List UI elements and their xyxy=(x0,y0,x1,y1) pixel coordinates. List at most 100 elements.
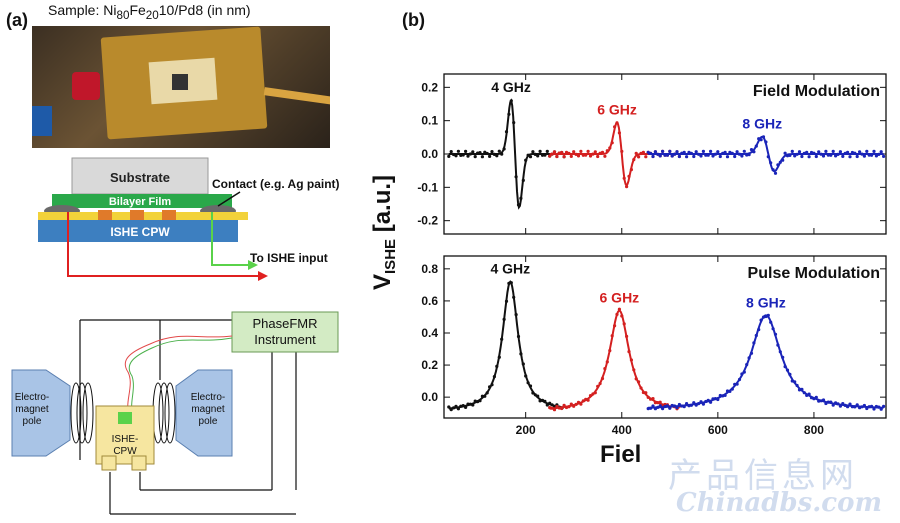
data-point xyxy=(574,152,578,156)
x-tick-label: 200 xyxy=(516,423,536,437)
data-point xyxy=(778,350,782,354)
data-point xyxy=(502,317,506,321)
data-point xyxy=(617,131,622,135)
data-point xyxy=(646,150,650,154)
data-point xyxy=(466,154,470,158)
data-point xyxy=(685,155,689,159)
data-point xyxy=(524,158,528,162)
data-point xyxy=(615,312,619,316)
data-point xyxy=(853,405,857,409)
data-point xyxy=(637,380,641,384)
y-tick-label: -0.2 xyxy=(417,214,438,228)
data-point xyxy=(711,397,715,401)
data-point xyxy=(766,155,770,159)
y-tick-label: 0.1 xyxy=(421,114,438,128)
data-point xyxy=(627,350,631,354)
data-point xyxy=(793,380,797,384)
data-point xyxy=(764,140,768,144)
data-point xyxy=(723,393,727,397)
data-point xyxy=(812,151,816,155)
data-point xyxy=(473,399,477,403)
contact-label: Contact (e.g. Ag paint) xyxy=(212,177,340,191)
data-point xyxy=(550,406,554,410)
data-point xyxy=(625,185,629,189)
data-point xyxy=(802,391,806,395)
data-point xyxy=(814,395,818,399)
data-point xyxy=(860,152,864,156)
data-point xyxy=(718,393,722,398)
panel-b-label: (b) xyxy=(402,10,425,30)
data-point xyxy=(745,363,749,367)
data-point xyxy=(846,405,850,409)
data-point xyxy=(867,405,871,409)
plot-title: Field Modulation xyxy=(753,83,880,100)
data-point xyxy=(600,150,605,154)
data-point xyxy=(461,404,465,408)
data-point xyxy=(773,332,778,336)
data-point xyxy=(706,398,710,402)
data-point xyxy=(788,153,792,157)
data-point xyxy=(814,154,818,159)
data-point xyxy=(661,407,665,411)
data-point xyxy=(752,341,756,345)
data-point xyxy=(610,334,614,338)
data-point xyxy=(639,151,643,155)
y-axis-label: VISHE [a.u.] xyxy=(369,175,399,290)
data-point xyxy=(478,151,482,155)
data-point xyxy=(778,160,782,164)
y-tick-label: -0.1 xyxy=(417,180,438,194)
data-point xyxy=(608,146,612,150)
data-point xyxy=(737,377,742,382)
data-point xyxy=(622,176,626,180)
data-point xyxy=(745,153,749,157)
data-point xyxy=(709,400,713,404)
data-point xyxy=(824,401,828,406)
data-point xyxy=(819,152,823,156)
series-line-4-ghz xyxy=(448,98,565,210)
data-point xyxy=(593,391,597,395)
data-point xyxy=(591,152,595,156)
bilayer-schematic: Substrate Bilayer Film ISHE CPW Contact … xyxy=(38,157,340,281)
data-point xyxy=(865,149,869,153)
data-point xyxy=(749,148,754,152)
cpw-label-2: CPW xyxy=(113,446,137,457)
data-point xyxy=(536,394,540,398)
instrument-line2: Instrument xyxy=(254,332,316,347)
data-point xyxy=(785,154,790,158)
data-point xyxy=(644,155,648,159)
cpw-label-1: ISHE- xyxy=(112,434,139,445)
data-point xyxy=(805,150,809,154)
data-point xyxy=(543,153,547,157)
data-point xyxy=(728,150,732,154)
data-point xyxy=(613,125,617,129)
x-tick-label: 800 xyxy=(804,423,824,437)
data-point xyxy=(552,408,557,412)
data-point xyxy=(761,135,766,139)
data-point xyxy=(709,149,713,153)
data-point xyxy=(872,407,876,411)
data-point xyxy=(478,399,482,403)
data-point xyxy=(564,150,569,154)
data-point xyxy=(528,155,533,159)
data-point xyxy=(781,158,785,162)
data-point xyxy=(826,400,830,404)
data-point xyxy=(492,152,496,156)
data-point xyxy=(538,399,542,403)
data-point xyxy=(550,403,554,407)
data-point xyxy=(646,407,650,411)
data-point xyxy=(653,407,658,411)
pole-right-2: magnet xyxy=(191,404,225,415)
data-point xyxy=(689,403,694,407)
data-point xyxy=(548,406,552,410)
data-point xyxy=(834,154,838,158)
series-label: 4 GHz xyxy=(491,79,531,95)
data-point xyxy=(641,390,646,395)
data-point xyxy=(658,404,662,408)
data-point xyxy=(677,402,682,407)
data-point xyxy=(521,362,525,366)
x-axis-label: Fiel xyxy=(600,441,641,468)
data-point xyxy=(838,404,843,408)
data-point xyxy=(625,334,629,338)
data-point xyxy=(826,153,830,157)
data-point xyxy=(836,152,840,156)
